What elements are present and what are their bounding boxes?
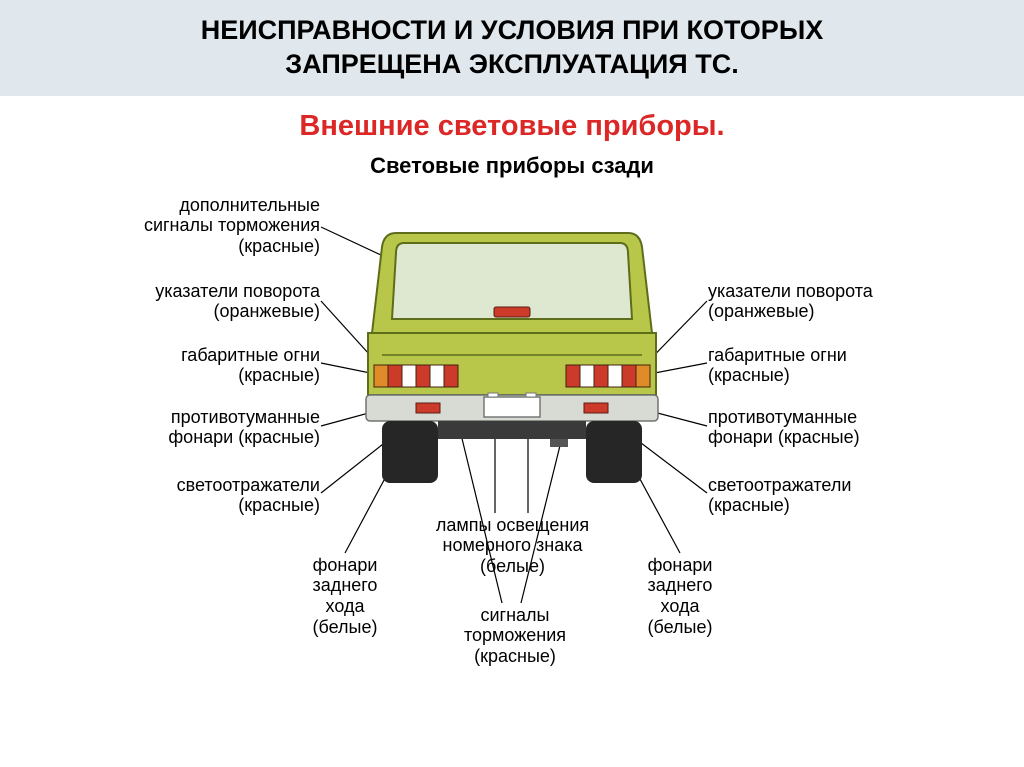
section-title: Световые приборы сзади (0, 153, 1024, 179)
title-line-2: ЗАПРЕЩЕНА ЭКСПЛУАТАЦИЯ ТС. (285, 49, 738, 79)
label-fog_l: противотуманныефонари (красные) (90, 407, 320, 448)
page-title: НЕИСПРАВНОСТИ И УСЛОВИЯ ПРИ КОТОРЫХ ЗАПР… (20, 14, 1004, 82)
label-refl_l: светоотражатели(красные) (90, 475, 320, 516)
header-band: НЕИСПРАВНОСТИ И УСЛОВИЯ ПРИ КОТОРЫХ ЗАПР… (0, 0, 1024, 96)
label-marker_l: габаритные огни(красные) (90, 345, 320, 386)
label-reverse_r: фонаризаднегохода(белые) (620, 555, 740, 638)
subtitle: Внешние световые приборы. (0, 110, 1024, 143)
label-turn_r: указатели поворота(оранжевые) (708, 281, 938, 322)
label-brake_bottom: сигналыторможения(красные) (440, 605, 590, 667)
label-top_brake: дополнительныесигналы торможения(красные… (90, 195, 320, 257)
title-line-1: НЕИСПРАВНОСТИ И УСЛОВИЯ ПРИ КОТОРЫХ (201, 15, 824, 45)
diagram: дополнительныесигналы торможения(красные… (0, 185, 1024, 745)
label-reverse_l: фонаризаднегохода(белые) (285, 555, 405, 638)
label-fog_r: противотуманныефонари (красные) (708, 407, 938, 448)
label-turn_l: указатели поворота(оранжевые) (90, 281, 320, 322)
label-refl_r: светоотражатели(красные) (708, 475, 938, 516)
label-plate_lamps: лампы освещенияномерного знака(белые) (410, 515, 615, 577)
car-rear-illustration (362, 225, 662, 505)
label-marker_r: габаритные огни(красные) (708, 345, 938, 386)
